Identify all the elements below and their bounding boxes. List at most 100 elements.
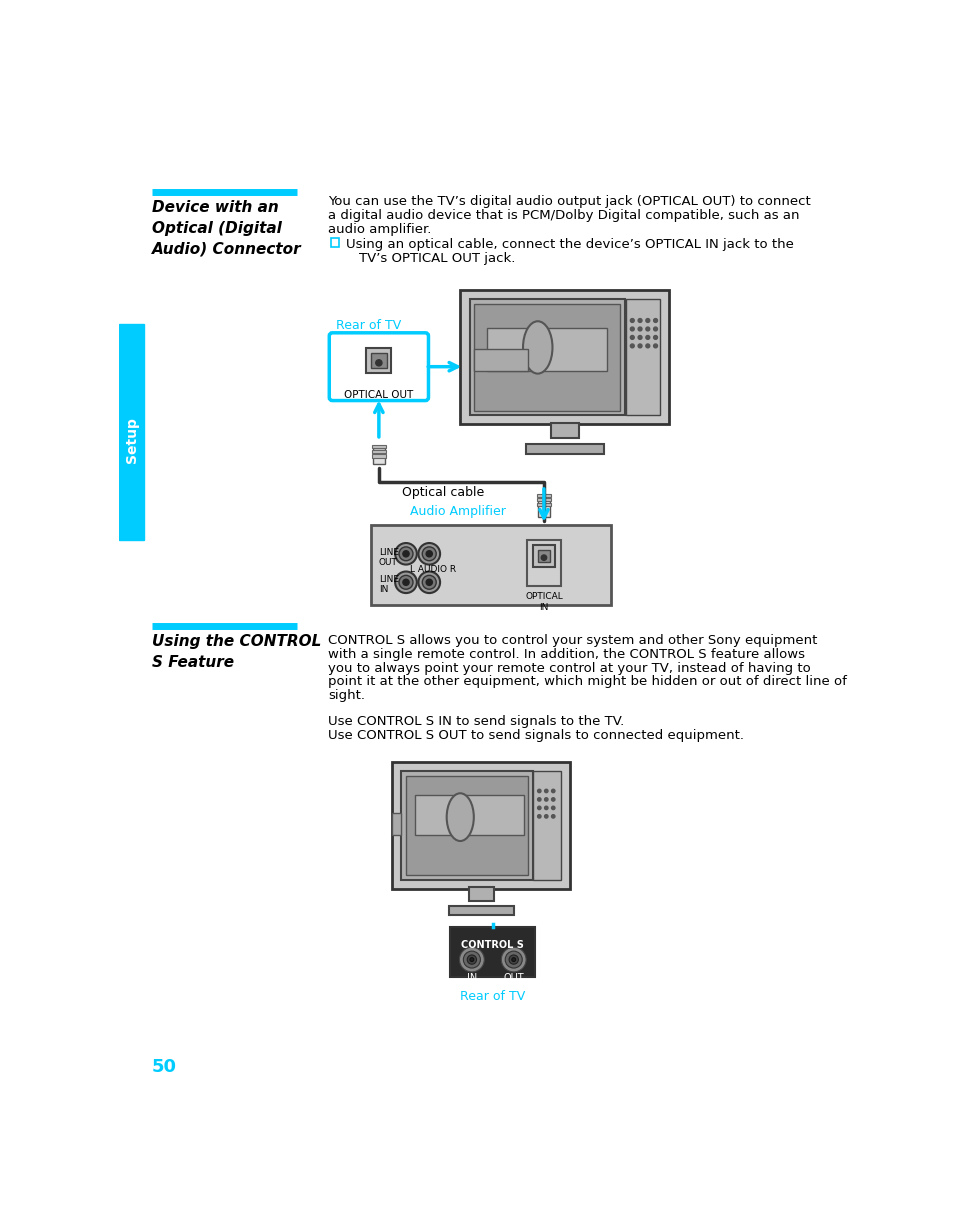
Circle shape xyxy=(509,955,517,964)
Bar xyxy=(537,503,550,506)
Bar xyxy=(119,324,144,540)
Text: LINE
OUT: LINE OUT xyxy=(378,547,398,567)
Circle shape xyxy=(500,947,525,972)
Circle shape xyxy=(544,789,547,793)
Bar xyxy=(366,348,391,373)
Circle shape xyxy=(467,955,476,964)
Circle shape xyxy=(511,957,516,962)
Bar xyxy=(625,299,659,415)
Circle shape xyxy=(426,551,432,557)
Text: a digital audio device that is PCM/Dolby Digital compatible, such as an: a digital audio device that is PCM/Dolby… xyxy=(328,209,800,222)
Bar xyxy=(392,814,401,834)
Bar xyxy=(469,299,624,415)
Circle shape xyxy=(653,344,657,347)
Circle shape xyxy=(537,806,540,810)
Circle shape xyxy=(551,815,555,818)
Circle shape xyxy=(638,344,641,347)
Bar xyxy=(550,423,578,438)
Bar xyxy=(331,238,339,247)
Bar xyxy=(526,540,560,587)
Circle shape xyxy=(398,575,413,589)
Bar xyxy=(533,771,560,880)
Circle shape xyxy=(645,319,649,323)
Circle shape xyxy=(630,319,634,323)
Text: OPTICAL
IN: OPTICAL IN xyxy=(524,593,562,612)
Circle shape xyxy=(551,806,555,810)
Circle shape xyxy=(653,319,657,323)
Bar xyxy=(401,771,533,880)
Text: OUT: OUT xyxy=(503,973,523,984)
Bar xyxy=(450,928,535,977)
Circle shape xyxy=(459,947,484,972)
Text: with a single remote control. In addition, the CONTROL S feature allows: with a single remote control. In additio… xyxy=(328,648,804,661)
Bar xyxy=(537,550,550,562)
Bar xyxy=(406,775,528,875)
Bar xyxy=(392,762,570,888)
Text: Use CONTROL S IN to send signals to the TV.: Use CONTROL S IN to send signals to the … xyxy=(328,715,624,728)
Text: Audio Amplifier: Audio Amplifier xyxy=(410,506,505,518)
Bar xyxy=(459,290,669,425)
Bar xyxy=(537,493,550,497)
Circle shape xyxy=(630,344,634,347)
Text: OPTICAL OUT: OPTICAL OUT xyxy=(344,390,413,400)
Text: TV’s OPTICAL OUT jack.: TV’s OPTICAL OUT jack. xyxy=(358,252,515,265)
Text: you to always point your remote control at your TV, instead of having to: you to always point your remote control … xyxy=(328,661,810,675)
Ellipse shape xyxy=(446,794,474,840)
Bar xyxy=(533,545,555,567)
Circle shape xyxy=(544,806,547,810)
Text: Using an optical cable, connect the device’s OPTICAL IN jack to the: Using an optical cable, connect the devi… xyxy=(346,238,793,252)
Bar xyxy=(474,303,619,411)
Circle shape xyxy=(422,575,436,589)
Text: LINE
IN: LINE IN xyxy=(378,574,398,594)
Circle shape xyxy=(544,815,547,818)
Bar xyxy=(371,524,611,605)
Circle shape xyxy=(402,551,409,557)
Circle shape xyxy=(395,544,416,564)
Text: You can use the TV’s digital audio output jack (OPTICAL OUT) to connect: You can use the TV’s digital audio outpu… xyxy=(328,195,810,209)
Text: audio amplifier.: audio amplifier. xyxy=(328,222,432,236)
Circle shape xyxy=(638,328,641,331)
Circle shape xyxy=(463,951,480,968)
Bar xyxy=(373,448,385,465)
Text: Setup: Setup xyxy=(125,417,138,463)
Bar xyxy=(525,444,603,454)
Bar xyxy=(448,907,513,915)
Text: sight.: sight. xyxy=(328,690,365,702)
Bar xyxy=(474,348,528,371)
Circle shape xyxy=(630,335,634,340)
Circle shape xyxy=(375,360,381,366)
Circle shape xyxy=(653,328,657,331)
Circle shape xyxy=(645,335,649,340)
Circle shape xyxy=(402,579,409,585)
Circle shape xyxy=(544,798,547,801)
Text: L AUDIO R: L AUDIO R xyxy=(410,564,456,573)
Text: IN: IN xyxy=(466,973,476,984)
Circle shape xyxy=(540,555,546,561)
Circle shape xyxy=(638,319,641,323)
Bar xyxy=(372,450,385,453)
Text: CONTROL S allows you to control your system and other Sony equipment: CONTROL S allows you to control your sys… xyxy=(328,634,817,647)
Text: Device with an
Optical (Digital
Audio) Connector: Device with an Optical (Digital Audio) C… xyxy=(152,200,301,256)
Text: Optical cable: Optical cable xyxy=(402,486,484,499)
Bar xyxy=(537,498,550,502)
Bar xyxy=(371,353,386,368)
Text: point it at the other equipment, which might be hidden or out of direct line of: point it at the other equipment, which m… xyxy=(328,675,846,688)
Circle shape xyxy=(630,328,634,331)
Text: CONTROL S: CONTROL S xyxy=(461,940,524,950)
Circle shape xyxy=(426,579,432,585)
Text: Rear of TV: Rear of TV xyxy=(459,990,525,1002)
Bar xyxy=(372,454,385,458)
Text: Use CONTROL S OUT to send signals to connected equipment.: Use CONTROL S OUT to send signals to con… xyxy=(328,729,743,741)
FancyBboxPatch shape xyxy=(329,333,428,400)
Bar xyxy=(487,328,607,371)
Circle shape xyxy=(418,544,439,564)
Circle shape xyxy=(418,572,439,593)
Circle shape xyxy=(645,344,649,347)
Circle shape xyxy=(537,798,540,801)
Circle shape xyxy=(398,547,413,561)
Circle shape xyxy=(551,789,555,793)
Circle shape xyxy=(645,328,649,331)
Bar xyxy=(468,887,493,901)
Ellipse shape xyxy=(522,321,552,373)
Bar xyxy=(415,795,523,834)
